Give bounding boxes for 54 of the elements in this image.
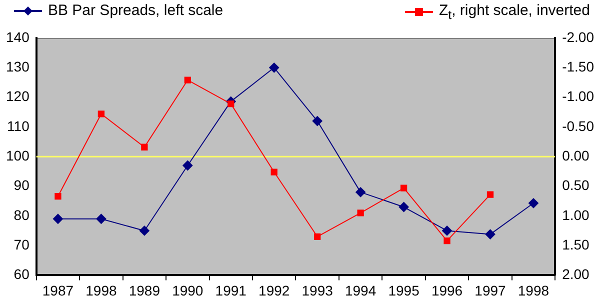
y-tick-label: 70 [14,236,30,252]
x-tick-label: 1987 [42,282,74,298]
y2-tick-label: -0.50 [562,118,594,134]
point [528,198,538,208]
y2-tick-label: -1.50 [562,58,594,75]
y-tick-label: 100 [6,147,30,164]
point [141,144,148,150]
y2-tick-label: 0.00 [562,147,590,164]
point [356,187,366,198]
y2-tick-label: 1.50 [562,236,590,252]
x-tick-label: 1994 [344,282,376,298]
y-tick-label: 120 [6,88,30,104]
point [52,214,63,224]
point [357,210,364,216]
x-tick-label: 1998 [86,282,117,298]
point [270,168,278,176]
point [442,226,452,236]
x-tick-label: 1990 [172,282,204,298]
y-tick-label: 110 [7,118,30,134]
point [98,110,105,118]
point [312,116,322,126]
y2-tick-label: 2.00 [562,266,590,282]
point [184,76,191,84]
point [54,193,62,200]
point [400,184,408,192]
point [228,100,234,108]
point [269,62,280,73]
y2-tick-label: -1.00 [562,88,594,104]
legend-label: BB Par Spreads, left scale [48,2,224,19]
y-tick-label: 140 [6,28,30,45]
point [96,214,106,224]
point [444,237,450,244]
x-tick-label: 1995 [388,282,420,298]
y-tick-label: 80 [14,206,30,223]
y2-tick-label: 1.00 [562,206,590,223]
x-tick-label: 1997 [474,282,506,298]
y2-tick-label: -2.00 [562,28,594,45]
y-tick-label: 130 [6,58,30,75]
x-tick-label: 1993 [302,282,334,298]
point [486,191,494,198]
x-tick-label: 1992 [258,282,290,298]
point [139,226,150,236]
y-tick-label: 60 [14,266,30,282]
point [314,233,321,240]
x-tick-label: 1989 [128,282,160,298]
x-tick-label: 1991 [215,282,247,298]
legend-label: Z$_{t}$, right scale, inverted [438,2,590,22]
point [398,202,409,212]
x-tick-label: 1998 [518,282,550,298]
y2-tick-label: 0.50 [562,177,590,194]
x-tick-label: 1996 [431,282,463,298]
y-tick-label: 90 [14,177,30,194]
point [182,160,193,170]
point [485,229,496,240]
